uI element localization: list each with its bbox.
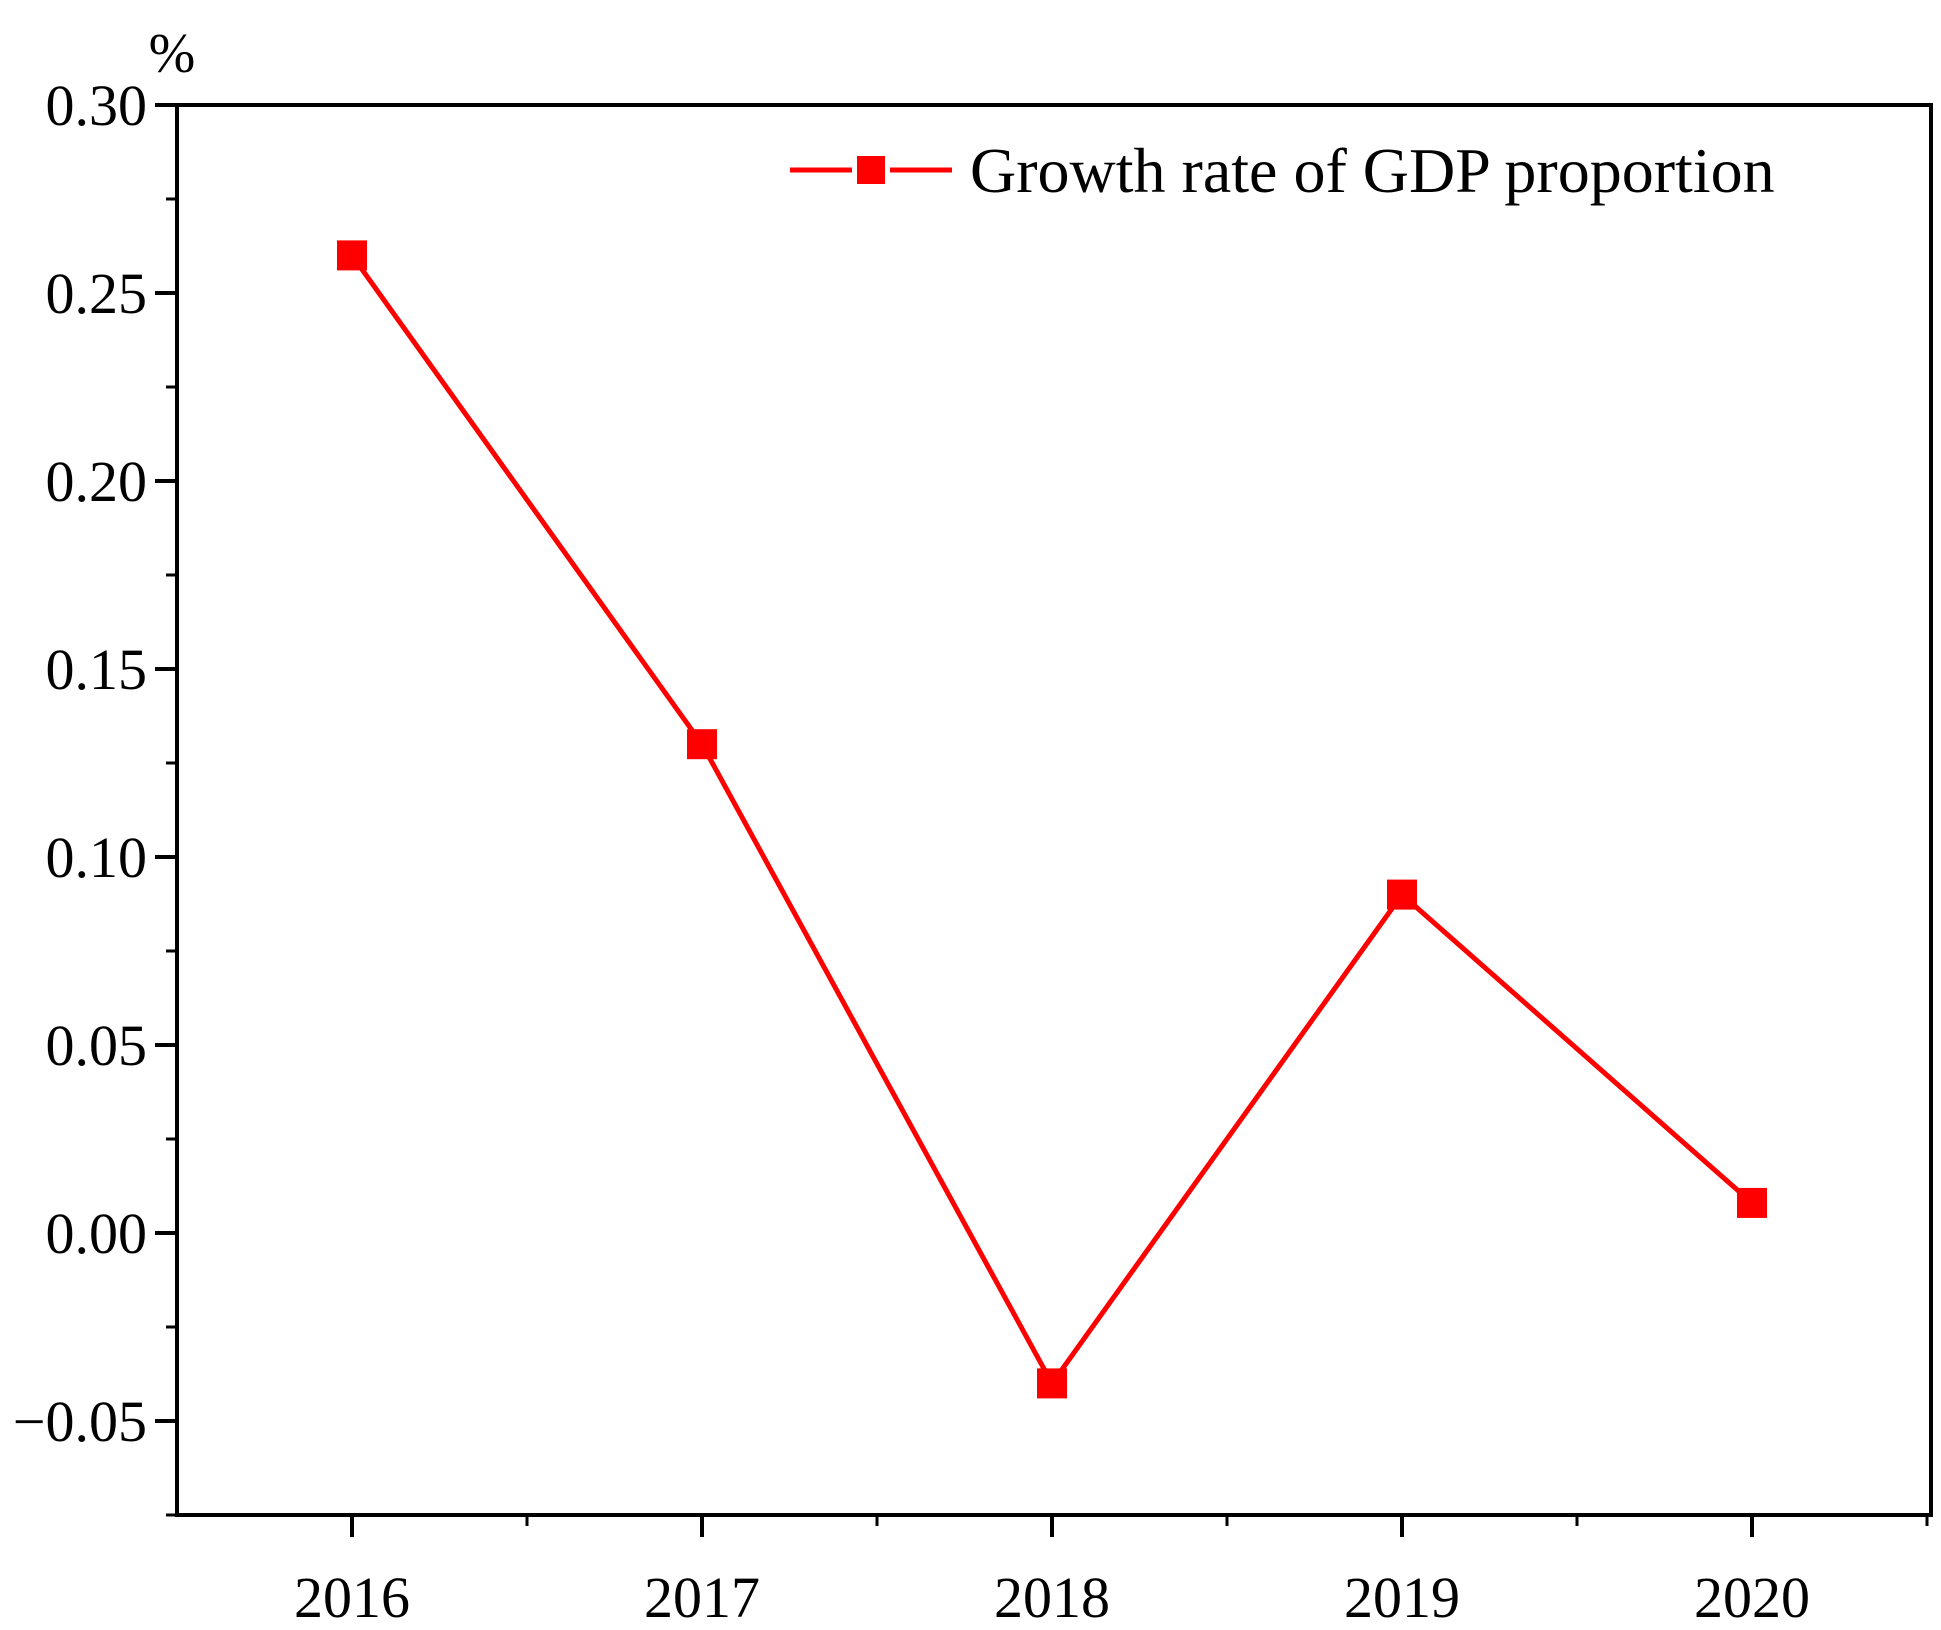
data-point-2019	[1387, 879, 1417, 910]
x-tick-label: 2018	[994, 1565, 1110, 1630]
series-layer	[337, 240, 1767, 1399]
plot-frame	[175, 103, 1933, 1517]
y-tick-label: −0.05	[13, 1389, 147, 1454]
data-point-2020	[1737, 1187, 1767, 1218]
legend-label: Growth rate of GDP proportion	[970, 135, 1775, 206]
x-tick-label: 2016	[294, 1565, 410, 1630]
y-unit-label: %	[149, 23, 196, 85]
x-tick-label: 2019	[1344, 1565, 1460, 1630]
data-point-2017	[687, 729, 717, 760]
series-line	[349, 253, 1754, 1389]
legend-marker	[857, 156, 885, 184]
y-tick-label: 0.20	[46, 449, 148, 514]
data-point-2018	[1037, 1368, 1067, 1399]
y-tick-label: 0.05	[46, 1013, 148, 1078]
x-tick-label: 2017	[644, 1565, 760, 1630]
y-tick-label: 0.00	[46, 1201, 148, 1266]
y-axis: −0.05 0.00 0.05 0.10 0.15 0.20 0.25 0.30	[13, 73, 177, 1517]
y-tick-label: 0.25	[46, 261, 148, 326]
legend: Growth rate of GDP proportion	[790, 135, 1775, 206]
x-tick-label: 2020	[1694, 1565, 1810, 1630]
x-axis: 2016 2017 2018 2019 2020	[294, 1515, 1929, 1630]
data-point-2016	[337, 240, 367, 271]
y-tick-label: 0.15	[46, 637, 148, 702]
y-tick-label: 0.30	[46, 73, 148, 138]
y-tick-label: 0.10	[46, 825, 148, 890]
